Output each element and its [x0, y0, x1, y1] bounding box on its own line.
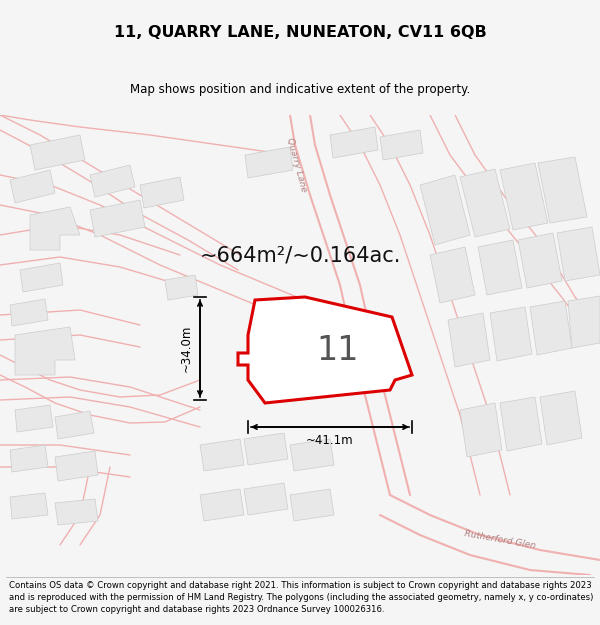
Polygon shape	[568, 296, 600, 348]
Text: 11, QUARRY LANE, NUNEATON, CV11 6QB: 11, QUARRY LANE, NUNEATON, CV11 6QB	[113, 25, 487, 40]
Polygon shape	[200, 439, 244, 471]
Polygon shape	[244, 483, 288, 515]
Polygon shape	[460, 169, 510, 237]
Polygon shape	[490, 307, 532, 361]
Text: Contains OS data © Crown copyright and database right 2021. This information is : Contains OS data © Crown copyright and d…	[9, 581, 593, 614]
Polygon shape	[15, 405, 53, 432]
Polygon shape	[90, 200, 145, 237]
Polygon shape	[430, 247, 475, 303]
Text: 11: 11	[317, 334, 359, 366]
Polygon shape	[500, 397, 542, 451]
Polygon shape	[380, 130, 423, 160]
Text: ~41.1m: ~41.1m	[306, 434, 354, 447]
Polygon shape	[55, 499, 98, 525]
Polygon shape	[460, 403, 502, 457]
Text: Rutherford Glen: Rutherford Glen	[464, 529, 536, 551]
Polygon shape	[530, 301, 572, 355]
Polygon shape	[238, 297, 412, 403]
Text: Quarry Lane: Quarry Lane	[286, 137, 308, 193]
Polygon shape	[140, 177, 184, 208]
Polygon shape	[165, 275, 198, 300]
Polygon shape	[10, 445, 48, 472]
Polygon shape	[290, 439, 334, 471]
Polygon shape	[20, 263, 63, 292]
Text: Map shows position and indicative extent of the property.: Map shows position and indicative extent…	[130, 83, 470, 96]
Polygon shape	[244, 433, 288, 465]
Polygon shape	[55, 411, 94, 439]
Polygon shape	[518, 233, 562, 288]
Polygon shape	[540, 391, 582, 445]
Polygon shape	[200, 489, 244, 521]
Polygon shape	[10, 493, 48, 519]
Polygon shape	[538, 157, 587, 223]
Polygon shape	[448, 313, 490, 367]
Polygon shape	[245, 147, 293, 178]
Polygon shape	[478, 240, 522, 295]
Text: ~34.0m: ~34.0m	[179, 325, 193, 372]
Polygon shape	[10, 299, 48, 326]
Polygon shape	[290, 489, 334, 521]
Polygon shape	[557, 227, 600, 281]
Polygon shape	[15, 327, 75, 375]
Polygon shape	[330, 127, 378, 158]
Polygon shape	[420, 175, 470, 245]
Text: ~664m²/~0.164ac.: ~664m²/~0.164ac.	[199, 245, 401, 265]
Polygon shape	[30, 207, 80, 250]
Polygon shape	[90, 165, 135, 197]
Polygon shape	[55, 451, 98, 481]
Polygon shape	[30, 135, 85, 170]
Polygon shape	[10, 170, 55, 203]
Polygon shape	[500, 163, 548, 230]
